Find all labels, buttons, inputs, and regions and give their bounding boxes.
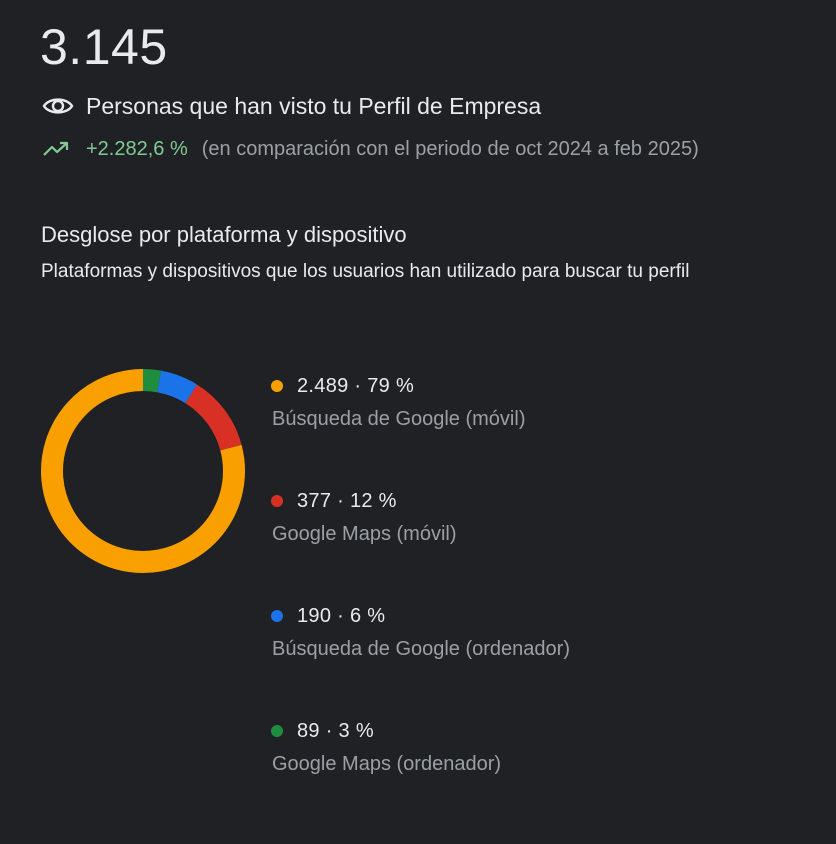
trending-up-icon <box>42 138 72 160</box>
breakdown-title: Desglose por plataforma y dispositivo <box>41 222 407 247</box>
donut-slice-search-desktop <box>156 370 197 404</box>
donut-slice-maps-desktop <box>142 369 162 393</box>
legend-item-search-desktop: 190 · 6 % Búsqueda de Google (ordenador) <box>270 598 810 713</box>
donut-slice-maps-mobile <box>184 384 242 451</box>
legend-value-search-desktop: 190 · 6 % <box>297 604 386 627</box>
legend-item-maps-mobile: 377 · 12 % Google Maps (móvil) <box>270 483 810 598</box>
breakdown-subtitle: Plataformas y dispositivos que los usuar… <box>41 261 690 282</box>
eye-icon <box>42 94 76 118</box>
legend-dot-search-mobile <box>271 380 283 392</box>
legend-dot-maps-mobile <box>271 495 283 507</box>
legend-dot-search-desktop <box>271 610 283 622</box>
legend-item-search-mobile: 2.489 · 79 % Búsqueda de Google (móvil) <box>270 368 810 483</box>
metric-title-row: Personas que han visto tu Perfil de Empr… <box>40 88 541 124</box>
trend-comparison-text: (en comparación con el periodo de oct 20… <box>201 137 699 160</box>
legend-label-maps-desktop: Google Maps (ordenador) <box>272 753 502 775</box>
trend-percentage: +2.282,6 % <box>86 137 188 160</box>
legend-label-search-desktop: Búsqueda de Google (ordenador) <box>272 638 570 660</box>
legend-label-maps-mobile: Google Maps (móvil) <box>272 523 457 545</box>
legend-value-maps-desktop: 89 · 3 % <box>297 719 374 742</box>
legend-label-search-mobile: Búsqueda de Google (móvil) <box>272 408 526 430</box>
donut-chart <box>41 369 245 573</box>
legend-value-maps-mobile: 377 · 12 % <box>297 489 397 512</box>
total-views-value: 3.145 <box>40 19 168 75</box>
chart-legend: 2.489 · 79 % Búsqueda de Google (móvil) … <box>270 368 810 828</box>
metric-label: Personas que han visto tu Perfil de Empr… <box>86 92 542 119</box>
trend-row: +2.282,6 % (en comparación con el period… <box>42 134 699 164</box>
legend-value-search-mobile: 2.489 · 79 % <box>297 374 415 397</box>
legend-dot-maps-desktop <box>271 725 283 737</box>
legend-item-maps-desktop: 89 · 3 % Google Maps (ordenador) <box>270 713 810 828</box>
donut-slice-search-mobile <box>41 369 245 573</box>
